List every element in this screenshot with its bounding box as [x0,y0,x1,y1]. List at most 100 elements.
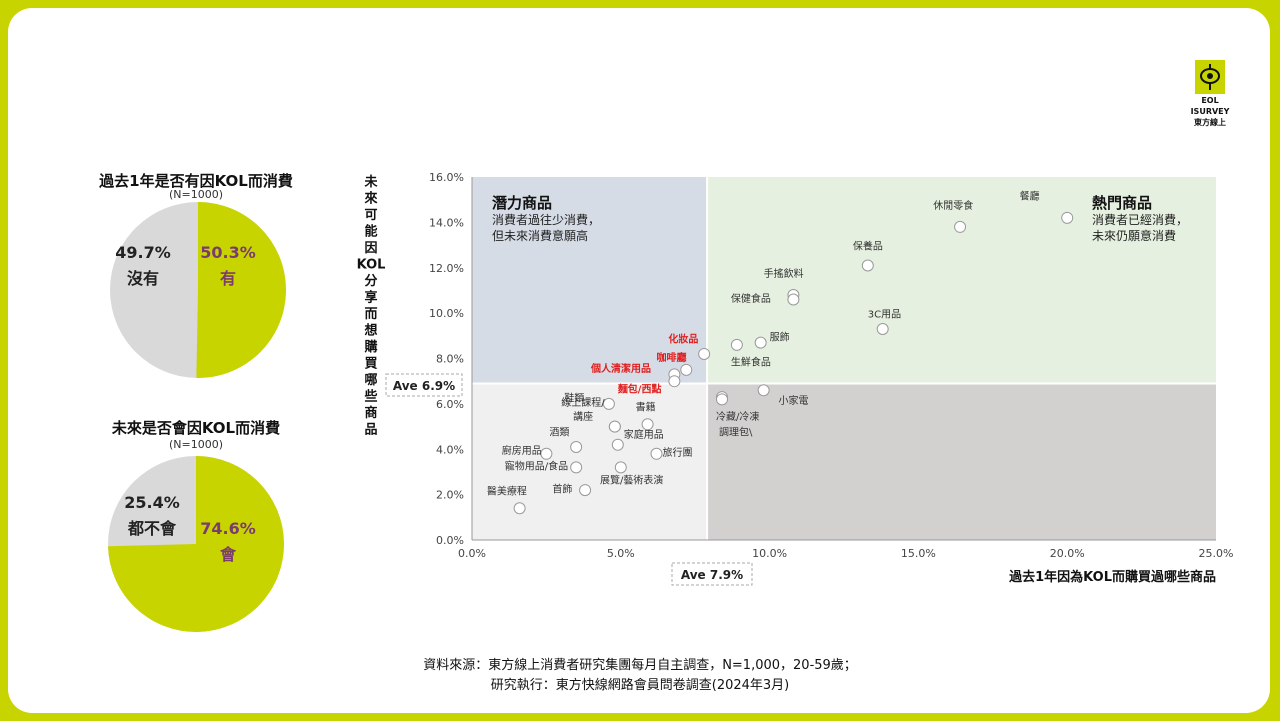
data-point [513,502,526,515]
pie2-no-text: 都不會 [127,519,176,538]
data-point-label: 寵物用品/食品 [505,460,568,473]
data-point [614,461,627,474]
pie1-no-pct: 49.7% [115,243,171,262]
hot-title: 熱門商品 [1092,194,1152,212]
pie2-title: 未來是否會因KOL而消費 [111,419,281,437]
ave-y-box [385,373,463,397]
pie1-title: 過去1年是否有因KOL而消費 [99,172,293,190]
data-point [876,323,889,336]
data-point [540,447,553,460]
y-tick-label: 8.0% [436,353,464,366]
potential-title: 潛力商品 [492,194,552,212]
pie2-no-label: 25.4% 都不會 [112,490,192,542]
data-point-label: 手搖飲料 [764,267,804,280]
pie2-n: (N=1000) [168,438,224,451]
quadrant-hot [707,177,1216,384]
data-point-label: 旅行團 [662,446,692,459]
data-point-label: 化妝品 [668,333,698,346]
pie2-yes-label: 74.6% 會 [188,516,268,568]
y-tick-label: 16.0% [429,171,464,184]
data-point-label: 醫美療程 [487,485,527,498]
data-point-label: 個人清潔用品 [590,362,651,375]
pie2-yes-pct: 74.6% [200,519,256,538]
pie2-chart [108,456,284,632]
hot-desc2: 未來仍願意消費 [1092,228,1176,243]
x-tick-label: 25.0% [1199,547,1234,560]
ave-y-label: Ave 6.9% [393,379,455,393]
data-point-label: 服飾 [770,330,790,343]
data-point [602,397,615,410]
pie1-slice-yes [196,202,286,378]
potential-desc2: 但未來消費意願高 [492,228,588,243]
hot-desc1: 消費者已經消費， [1092,212,1188,227]
data-point [730,338,743,351]
data-point-label: 酒類 [549,427,569,439]
quadrant-low [472,383,708,540]
data-point-label: 冷藏/冷凍 [716,410,759,423]
data-point [787,293,800,306]
pie1-no-label: 49.7% 沒有 [103,240,183,292]
data-point-label: 書籍 [636,401,656,414]
pie1-yes-label: 50.3% 有 [188,240,268,292]
x-tick-label: 0.0% [458,547,486,560]
potential-desc1: 消費者過往少消費， [492,212,600,227]
data-point-label: 生鮮食品 [731,355,771,368]
ave-x-box [671,562,753,586]
data-point-label: 休閒零食 [933,199,973,212]
data-point-label: 鞋類 [564,392,584,405]
data-point [611,438,624,451]
data-point-label: 展覽/藝術表演 [600,473,663,486]
data-point-label: 3C用品 [868,309,901,321]
data-point-label: 家庭用品 [624,428,664,441]
logo-line3: 東方線上 [1194,118,1226,127]
quadrant-past [707,383,1216,540]
pie1-no-text: 沒有 [126,269,159,288]
data-point [715,393,728,406]
data-point-label: 小家電 [779,394,809,407]
data-point-label: 保健食品 [731,292,771,305]
data-point-label: 講座 [573,410,593,423]
pie2-no-pct: 25.4% [124,493,180,512]
x-tick-label: 10.0% [752,547,787,560]
pie1-chart [110,202,286,378]
eye-icon [1195,60,1225,94]
data-point [570,461,583,474]
x-tick-label: 5.0% [607,547,635,560]
data-point [650,447,663,460]
data-point [754,336,767,349]
ave-x-label: Ave 7.9% [681,568,743,582]
data-point [1061,211,1074,224]
data-point [757,384,770,397]
y-tick-label: 6.0% [436,398,464,411]
data-point-label: 咖啡廳 [657,351,687,364]
logo-line2: ISURVEY [1190,107,1230,116]
y-tick-label: 2.0% [436,489,464,502]
logo: EOL ISURVEY 東方線上 [1180,60,1240,127]
data-point [570,440,583,453]
x-tick-label: 20.0% [1050,547,1085,560]
data-point-label: 麵包/西點 [617,383,662,396]
data-point [861,259,874,272]
x-tick-label: 15.0% [901,547,936,560]
source-line2: 研究執行：東方快線網路會員問卷調查(2024年3月) [490,678,790,693]
data-point-label: 保養品 [853,240,883,253]
pie1-n: (N=1000) [168,188,224,201]
pie1-yes-text: 有 [219,269,236,288]
data-point-label: 廚房用品 [502,444,542,457]
data-point-label: 餐廳 [1020,190,1040,203]
data-point-label: 線上課程/ [561,396,605,409]
pie2-slice-yes [108,456,284,632]
data-point [698,347,711,360]
y-tick-label: 10.0% [429,307,464,320]
pie1-yes-pct: 50.3% [200,243,256,262]
y-tick-label: 4.0% [436,443,464,456]
data-point [954,220,967,233]
logo-line1: EOL [1201,96,1219,105]
data-point [608,420,621,433]
data-point [641,418,654,431]
quadrant-potential [472,177,708,384]
y-axis-label: 未來可能因 KOL 分享而想購買哪些商品 [357,174,386,438]
data-point [579,484,592,497]
y-tick-label: 12.0% [429,262,464,275]
